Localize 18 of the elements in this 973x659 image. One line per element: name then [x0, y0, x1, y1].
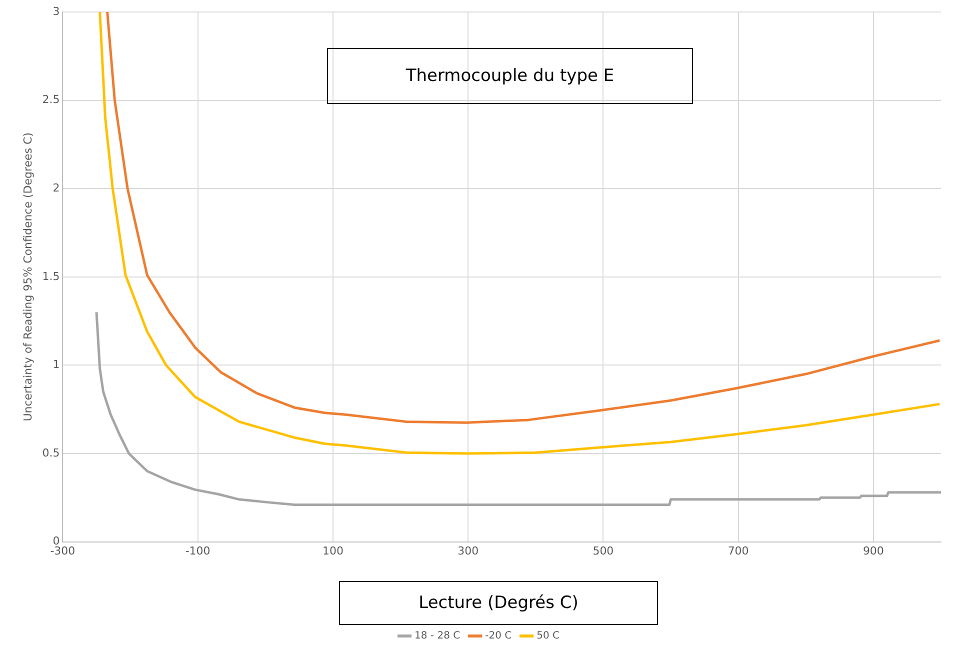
- legend-label: 18 - 28 C: [414, 630, 460, 642]
- y-axis-title: Uncertainty of Reading 95% Confidence (Degrees C): [21, 132, 34, 422]
- y-tick-label: 1: [52, 358, 60, 372]
- x-tick-label: 100: [322, 544, 344, 558]
- legend-label: -20 C: [485, 630, 512, 642]
- x-tick-label: 300: [458, 544, 479, 558]
- y-tick-label: 0.5: [42, 446, 60, 460]
- x-tick-label: 700: [728, 544, 749, 558]
- y-tick-label: 1.5: [42, 270, 60, 283]
- y-tick-label: 2.5: [42, 93, 60, 106]
- y-tick-label: 3: [52, 4, 60, 18]
- x-axis-title: Lecture (Degrés C): [339, 581, 658, 625]
- y-tick-label: 2: [52, 181, 60, 194]
- x-tick-label: 500: [592, 544, 614, 558]
- legend-label: 50 C: [536, 630, 560, 642]
- x-tick-label: 900: [862, 544, 884, 558]
- text: Thermocouple du type E: [327, 48, 693, 104]
- x-tick-label: -100: [185, 544, 210, 558]
